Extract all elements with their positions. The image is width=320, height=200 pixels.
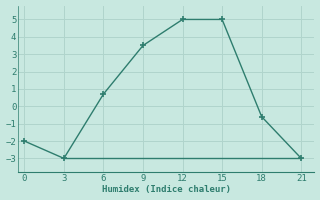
- X-axis label: Humidex (Indice chaleur): Humidex (Indice chaleur): [101, 185, 231, 194]
